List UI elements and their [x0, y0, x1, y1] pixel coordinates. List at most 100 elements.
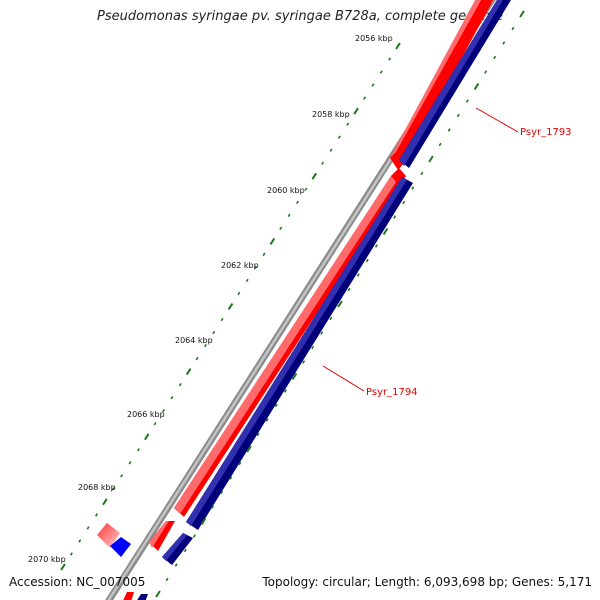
ruler-label: 2060 kbp [267, 186, 305, 195]
minor-tick [86, 526, 90, 530]
minor-tick [365, 258, 369, 263]
major-tick [185, 368, 192, 376]
gene-labels: Psyr_1793 Psyr_1794 [322, 107, 572, 398]
major-tick [428, 155, 434, 163]
minor-tick [212, 330, 216, 335]
minor-tick [265, 418, 269, 422]
major-tick [353, 107, 359, 115]
genome-summary-text: Topology: circular; Length: 6,093,698 bp… [262, 575, 592, 589]
minor-tick [178, 382, 182, 387]
major-tick [395, 42, 401, 50]
minor-tick [465, 99, 469, 103]
minor-tick [329, 148, 333, 152]
minor-tick [162, 408, 165, 413]
minor-tick [245, 278, 249, 283]
minor-tick [402, 200, 406, 205]
minor-tick [111, 487, 115, 491]
minor-tick [371, 83, 375, 87]
minor-tick [95, 513, 98, 517]
major-tick [269, 237, 276, 245]
major-tick [102, 498, 108, 506]
forward-strand-track [123, 0, 496, 600]
major-tick [144, 433, 150, 441]
gene-label-psyr-1794[interactable]: Psyr_1794 [366, 387, 418, 398]
minor-tick [447, 128, 451, 132]
minor-tick [337, 135, 341, 139]
major-tick [246, 445, 252, 453]
minor-tick [502, 41, 506, 45]
major-tick [519, 10, 525, 18]
major-tick [227, 303, 234, 310]
minor-tick [438, 142, 442, 147]
minor-tick [311, 345, 315, 350]
genome-title: Pseudomonas syringae pv. syringae B728a,… [97, 9, 503, 24]
minor-tick [456, 113, 460, 118]
minor-tick [262, 252, 266, 257]
ruler-label: 2062 kbp [221, 261, 259, 270]
small-features [97, 523, 131, 557]
minor-tick [203, 343, 207, 348]
major-tick [60, 563, 66, 571]
minor-tick [120, 474, 124, 478]
gene-label-leader [475, 107, 519, 133]
minor-tick [229, 476, 233, 480]
ruler-label: 2066 kbp [127, 410, 165, 419]
minor-tick [220, 317, 224, 322]
ruler-label: 2056 kbp [355, 34, 393, 43]
minor-tick [211, 505, 215, 509]
minor-tick [388, 57, 392, 61]
ruler-label: 2068 kbp [78, 483, 116, 492]
gene-next-reverse-feature[interactable] [162, 533, 193, 565]
minor-tick [128, 461, 132, 465]
minor-tick [237, 291, 241, 296]
minor-tick [279, 226, 283, 231]
minor-tick [393, 215, 397, 219]
minor-tick [356, 273, 360, 277]
minor-tick [283, 389, 287, 393]
minor-tick [411, 186, 415, 190]
major-tick [473, 82, 480, 91]
major-tick [155, 590, 161, 598]
minor-tick [238, 461, 242, 466]
gene-psyr-1793-feature[interactable] [390, 0, 496, 170]
ruler-ticks [60, 42, 401, 571]
gene-next-feature[interactable] [149, 521, 175, 551]
minor-tick [484, 70, 488, 74]
minor-tick [321, 161, 325, 165]
minor-tick [287, 213, 291, 218]
minor-tick [320, 331, 324, 335]
minor-tick [379, 70, 383, 74]
ruler-label: 2070 kbp [28, 555, 66, 564]
minor-tick [296, 200, 299, 205]
minor-tick [69, 552, 73, 556]
minor-tick [165, 577, 169, 582]
small-feature-pink[interactable] [97, 523, 120, 548]
minor-tick [220, 490, 224, 495]
minor-tick [329, 316, 333, 321]
minor-tick [195, 356, 199, 361]
minor-tick [493, 55, 497, 60]
small-feature-blue[interactable] [110, 537, 131, 557]
major-tick [382, 227, 389, 236]
major-tick [291, 372, 298, 381]
minor-tick [347, 287, 351, 292]
ruler-label: 2058 kbp [312, 110, 350, 119]
major-tick [200, 517, 207, 526]
minor-tick [420, 171, 424, 176]
reverse-strand-track [137, 0, 511, 600]
minor-tick [183, 548, 187, 553]
minor-tick [78, 539, 82, 543]
accession-text: Accession: NC_007005 [9, 575, 146, 589]
ruler-label: 2064 kbp [175, 336, 213, 345]
major-tick [337, 300, 343, 308]
minor-tick [256, 432, 260, 437]
minor-tick [304, 187, 308, 191]
minor-tick [254, 265, 258, 270]
minor-tick [511, 26, 515, 31]
minor-tick [174, 563, 178, 567]
minor-tick [153, 422, 157, 426]
ruler-labels: 2056 kbp 2058 kbp 2060 kbp 2062 kbp 2064… [28, 34, 393, 564]
minor-tick [302, 360, 306, 364]
gene-label-psyr-1793[interactable]: Psyr_1793 [520, 127, 572, 138]
